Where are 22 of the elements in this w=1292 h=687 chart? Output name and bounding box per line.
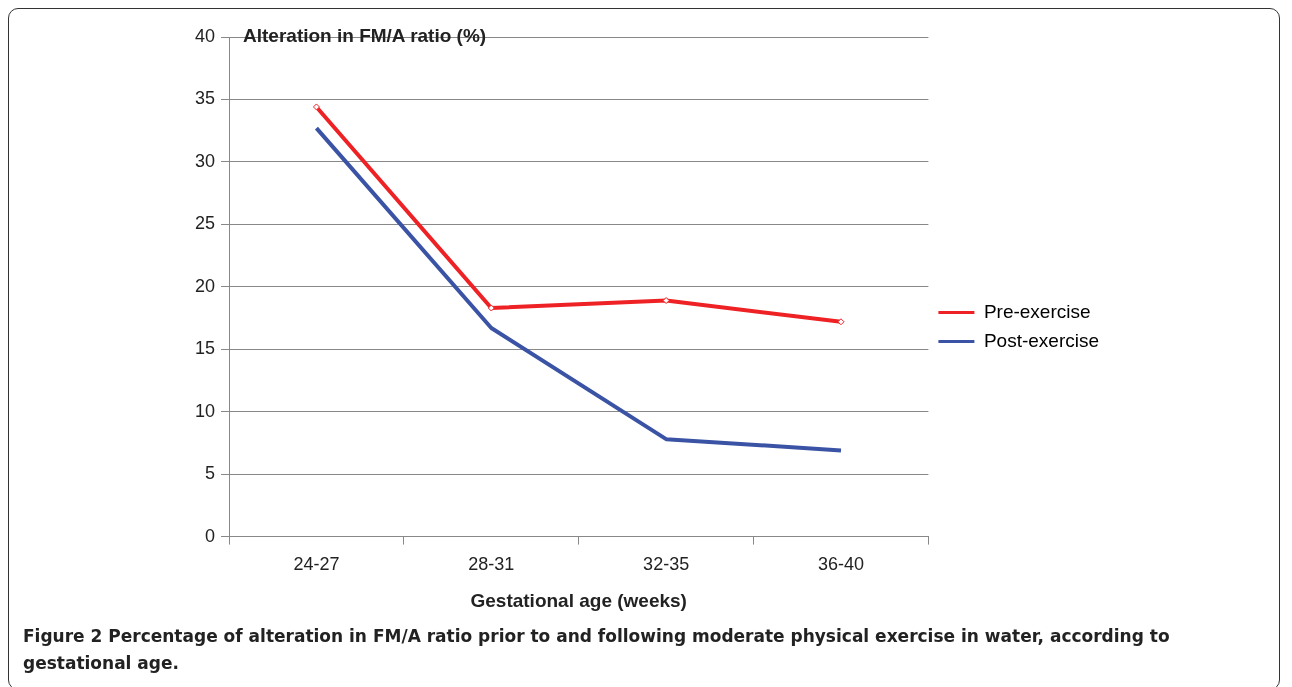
x-tick-label: 32-35 (643, 554, 690, 575)
caption: Figure 2 Percentage of alteration in FM/A ratio prior to and following moderate physical exercise in water, according to gestational age. (22, 625, 1171, 676)
point (312, 103, 320, 111)
point (662, 297, 670, 305)
x-tick-label: 28-31 (468, 554, 515, 575)
y-tick-label: 35 (194, 88, 216, 109)
x-tick-label: 24-27 (293, 554, 340, 575)
point (487, 304, 495, 312)
legend-label: Pre-exercise (983, 300, 1091, 322)
y-tick-label: 25 (194, 213, 216, 234)
y-tick-label: 40 (194, 25, 216, 46)
x-tick-label: 36-40 (817, 554, 865, 575)
y-tick-label: 15 (194, 338, 216, 359)
point (837, 318, 845, 326)
y-tick-label: 20 (194, 275, 216, 296)
y-axis-title: Alteration in FM/A ratio (%) (243, 25, 487, 47)
y-tick-label: 5 (205, 463, 216, 484)
y-tick-label: 30 (194, 150, 216, 171)
x-axis-title: Gestational age (weeks) (470, 589, 687, 611)
y-tick-label: 0 (205, 525, 216, 546)
legend-label: Post-exercise (983, 329, 1100, 351)
y-tick-label: 10 (194, 400, 216, 421)
